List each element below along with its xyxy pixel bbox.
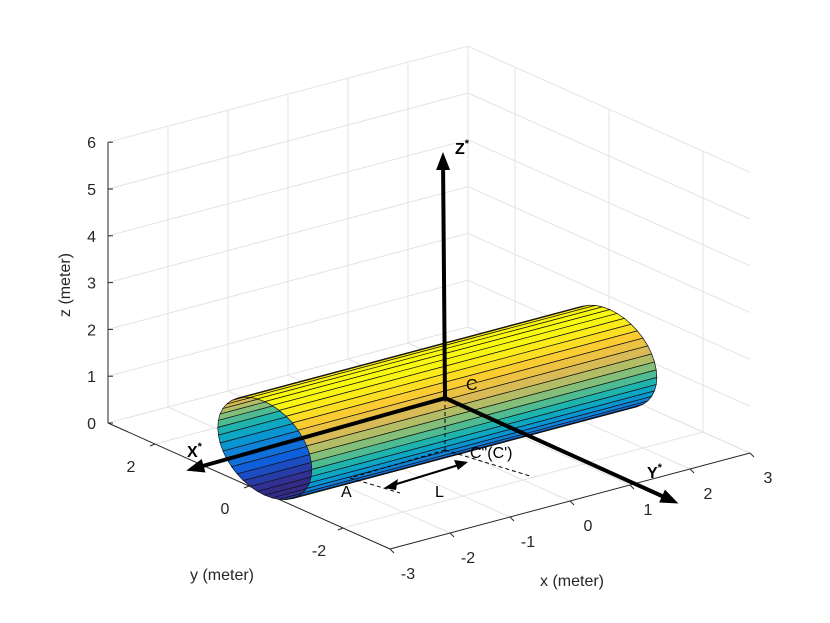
grid-line [107, 232, 469, 330]
label-l: L [435, 484, 444, 501]
grid-line [342, 431, 704, 529]
z-tick-label: 3 [87, 276, 96, 293]
z-tick-label: 4 [87, 229, 96, 246]
x-star-label-sup: * [198, 441, 203, 453]
x-tick-label: -2 [461, 550, 475, 567]
grid-line [107, 139, 469, 237]
y-star-label: Y* [647, 462, 663, 482]
z-star-label: Z* [455, 138, 470, 158]
x-star-label: X* [187, 441, 203, 461]
z-tick-label: 6 [87, 135, 96, 152]
grid-line [467, 186, 751, 314]
grid-line [467, 139, 751, 267]
grid-line [467, 92, 751, 220]
dashed-line [349, 477, 401, 494]
x-star-arrow-head [186, 459, 206, 473]
x-tick [629, 484, 635, 490]
z-tick-label: 2 [87, 322, 96, 339]
y-tick [149, 443, 156, 447]
x-tick [749, 452, 755, 458]
x-tick [569, 500, 575, 506]
z-star-arrow [441, 157, 447, 399]
label-c-proj: C"(C') [470, 445, 513, 462]
surface-patch [302, 345, 653, 447]
grid-line [107, 186, 469, 284]
y-star-arrow-head [659, 489, 679, 504]
axes: -3 -2 -1 0 1 2 3 -2 0 2 0 1 2 3 4 5 6 x (meter) y (meter) z… [57, 135, 773, 590]
grid-line [467, 232, 751, 360]
dashed-line [349, 449, 446, 479]
l-arrow [389, 463, 463, 487]
x-axis-label: x (meter) [540, 573, 604, 590]
x-tick [509, 516, 515, 522]
z-star-label-sup: * [465, 138, 470, 150]
label-c: C [466, 377, 478, 394]
z-star-arrow-head [436, 152, 451, 171]
z-tick-label: 1 [87, 369, 96, 386]
y-tick-label: 2 [127, 459, 136, 476]
x-tick [389, 548, 395, 554]
x-tick-label: 3 [764, 470, 773, 487]
y-axis-label: y (meter) [190, 567, 254, 584]
y-tick [337, 527, 344, 531]
cylinder-surface [217, 304, 658, 500]
label-a: A [341, 484, 352, 501]
x-star-arrow [191, 396, 446, 471]
dashed-line [444, 449, 531, 477]
x-star-label-base: X [187, 444, 198, 461]
z-star-label-base: Z [455, 141, 465, 158]
y-star-label-sup: * [658, 462, 663, 474]
l-arrow-head [384, 479, 398, 490]
grid-line [467, 45, 751, 173]
y-tick-label: -2 [312, 543, 326, 560]
grid-line [107, 279, 469, 377]
grid-line [107, 45, 469, 143]
l-arrow-head [454, 460, 468, 470]
y-tick-label: 0 [221, 501, 230, 518]
grid-line [107, 326, 469, 424]
y-star-arrow [444, 396, 674, 503]
grid-line [107, 92, 469, 190]
x-tick-label: 1 [644, 502, 653, 519]
x-tick-label: -3 [401, 566, 415, 583]
x-tick-label: -1 [521, 534, 535, 551]
x-tick-label: 0 [584, 518, 593, 535]
x-tick [689, 468, 695, 474]
z-tick-label: 0 [87, 416, 96, 433]
x-tick-label: 2 [704, 486, 713, 503]
z-axis-label: z (meter) [57, 253, 74, 317]
annotations: X*Y*Z*CC"(C')A L [186, 138, 679, 504]
y-star-label-base: Y [647, 465, 658, 482]
y-tick [243, 485, 250, 489]
z-tick-label: 5 [87, 182, 96, 199]
x-tick [449, 532, 455, 538]
